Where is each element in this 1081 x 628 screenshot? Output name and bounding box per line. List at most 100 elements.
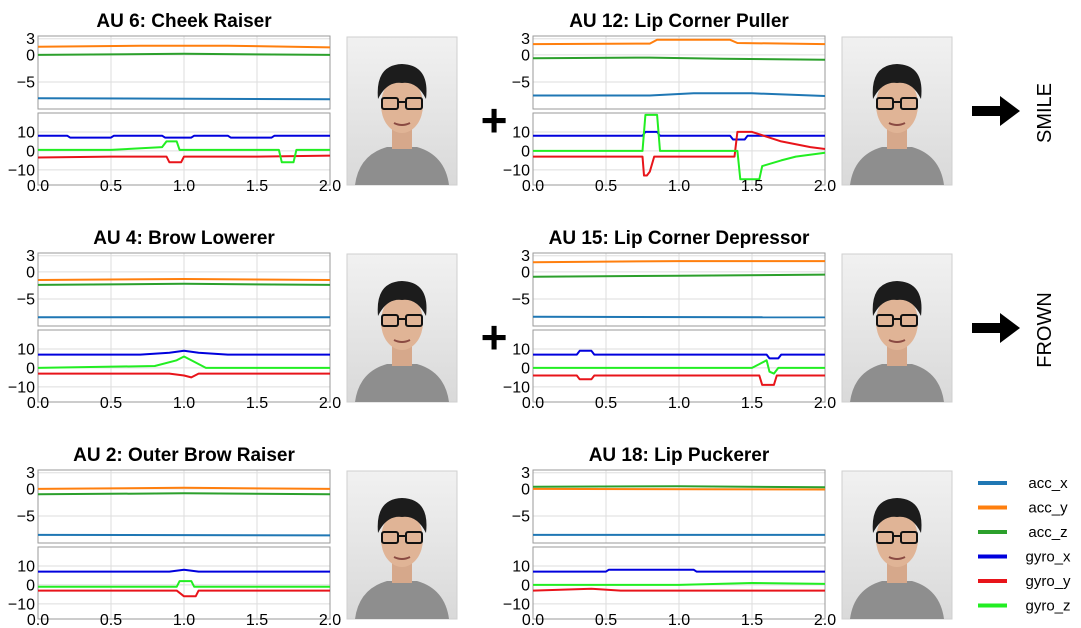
face-photo [841,470,953,620]
y-tick-label: 0 [26,577,35,594]
legend-label: gyro_y [1025,573,1071,590]
mouth [393,122,411,126]
mouth [888,556,906,560]
hair [872,281,922,316]
legend: acc_x acc_y acc_z gyro_x gyro_y gyro_z [978,475,1071,615]
face [381,77,423,133]
series-line-gyro-z [38,580,330,588]
shirt [850,147,944,185]
mouth [888,122,906,126]
glasses-icon [405,531,423,544]
results: SMILE FROWN [972,83,1056,368]
y-tick-label: 3 [26,248,35,265]
face-photo [346,36,458,186]
y-tick-label: 10 [17,558,35,575]
x-tick-label: 1.5 [246,178,268,195]
glasses-icon [381,97,399,110]
y-tick-label: −10 [503,379,530,396]
panel-title: AU 18: Lip Puckerer [589,445,770,466]
neck [392,346,412,366]
hair [872,498,922,533]
legend-label: gyro_z [1025,598,1070,615]
x-tick-label: 1.0 [173,612,195,628]
x-tick-label: 0.0 [27,612,49,628]
series-line-acc-z [37,52,331,56]
x-tick-label: 1.0 [668,395,690,412]
x-tick-label: 0.5 [100,178,122,195]
acc-subplot: 30 −5 [512,31,826,110]
plus-operator-smile: + [481,94,508,146]
axes-frame [37,252,331,327]
y-tick-label: −5 [17,74,35,91]
y-tick-label: 10 [17,341,35,358]
x-tick-label: 0.5 [100,395,122,412]
axes-frame [532,469,826,544]
glasses-icon [900,531,918,544]
x-tick-label: 0.0 [522,395,544,412]
panel-title: AU 4: Brow Lowerer [93,228,275,249]
expression-label-frown: FROWN [1034,292,1056,368]
series-line-acc-z [37,282,331,286]
x-tick-label: 1.0 [668,612,690,628]
glasses-icon [405,314,423,327]
series-line-gyro-z [37,355,330,369]
legend-label: acc_z [1028,524,1067,541]
face [381,294,423,350]
axes-frame [532,35,826,110]
gyro-subplot: 10 0 −10 [8,329,331,403]
series-line-acc-z [532,485,826,489]
y-tick-label: 10 [512,341,530,358]
series-line-gyro-y [38,372,330,379]
series-line-acc-y [532,38,826,46]
y-tick-label: 0 [26,47,35,64]
y-tick-label: −5 [17,291,35,308]
series-line-gyro-x [533,349,825,360]
y-tick-label: 10 [17,124,35,141]
series-line-acc-y [532,260,825,264]
y-tick-label: 3 [521,465,530,482]
neck [887,563,907,583]
face-photo [346,470,458,620]
gyro-subplot: 10 0 −10 [8,546,331,620]
shirt [355,581,449,619]
panel-title: AU 12: Lip Corner Puller [569,11,789,32]
y-tick-label: −10 [503,162,530,179]
series-line-gyro-z [38,140,330,164]
hair [377,498,427,533]
panel-title: AU 15: Lip Corner Depressor [549,228,810,249]
y-tick-label: −5 [512,291,530,308]
axes-frame [532,329,826,403]
y-tick-label: 0 [26,481,35,498]
x-tick-label: 0.0 [522,178,544,195]
y-tick-label: 3 [26,465,35,482]
glasses-icon [900,314,918,327]
x-tick-label: 1.0 [668,178,690,195]
shirt [355,364,449,402]
shirt [355,147,449,185]
glasses-icon [876,531,894,544]
y-tick-label: 3 [521,31,530,48]
y-tick-label: 0 [521,360,530,377]
expression-label-smile: SMILE [1034,83,1056,143]
x-tick-label: 1.5 [741,395,763,412]
face [381,511,423,567]
y-tick-label: 0 [26,264,35,281]
gyro-subplot: 10 0 −10 [503,546,826,620]
y-tick-label: 3 [521,248,530,265]
series-line-gyro-x [533,568,825,573]
y-tick-label: −5 [512,508,530,525]
x-tick-label: 1.0 [173,178,195,195]
mouth [393,339,411,343]
y-tick-label: 0 [521,481,530,498]
series-line-gyro-x [38,349,330,356]
legend-label: acc_y [1028,500,1068,517]
face-photos [346,36,953,620]
shirt [850,364,944,402]
y-tick-label: 10 [512,558,530,575]
series-line-gyro-z [533,582,826,586]
series-line-acc-x [37,97,331,101]
series-line-gyro-y [533,374,825,386]
